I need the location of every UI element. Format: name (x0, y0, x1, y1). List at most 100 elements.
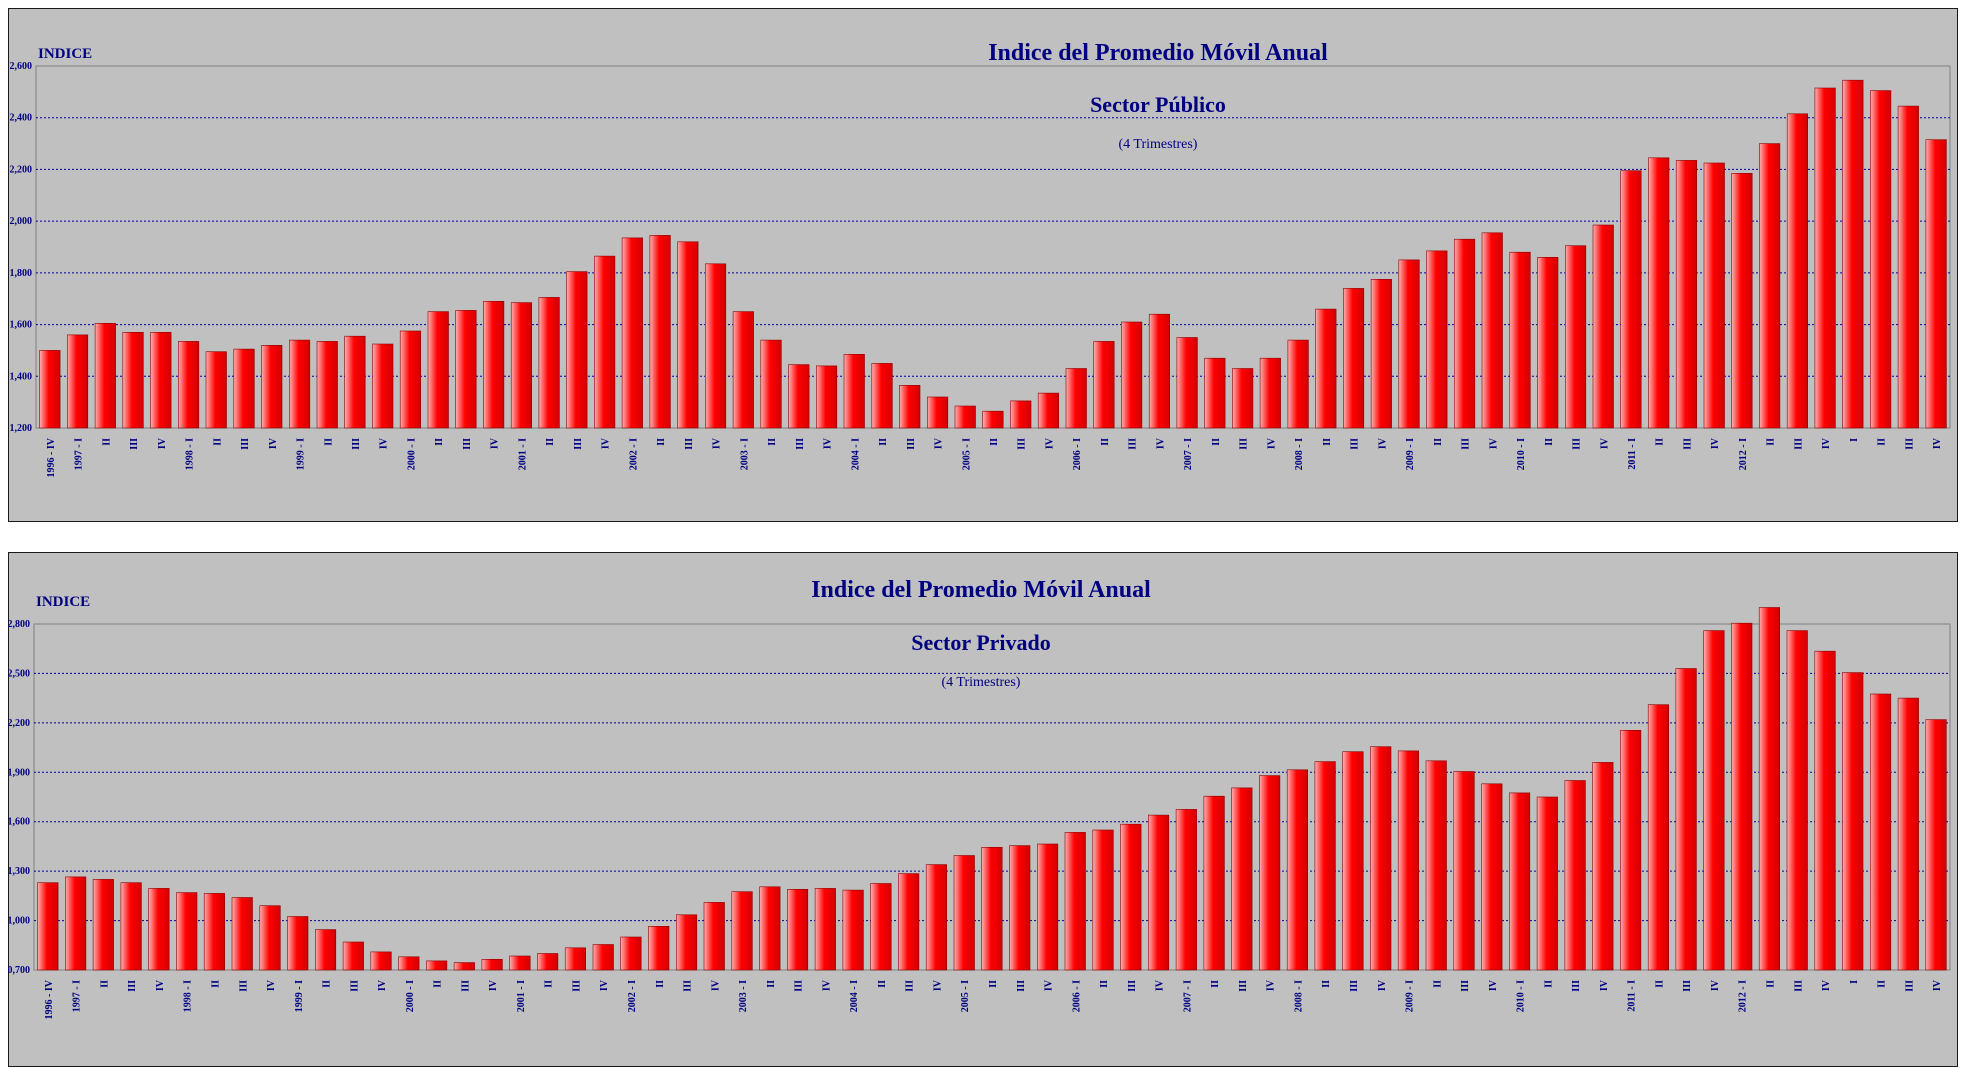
bar (399, 330, 422, 429)
bar (731, 891, 753, 971)
bar (1703, 630, 1725, 971)
bar (1759, 143, 1781, 429)
bar (1342, 751, 1364, 971)
x-tick-label: IV (1710, 437, 1721, 449)
x-tick-label: II (1322, 438, 1333, 446)
bar (1037, 843, 1059, 971)
bar (259, 905, 281, 971)
bar (1287, 339, 1309, 429)
bar (1204, 357, 1226, 429)
bar (150, 331, 172, 429)
x-tick-label: II (988, 980, 999, 988)
x-tick-label: IV (1821, 437, 1832, 449)
bar (620, 936, 642, 971)
bar (1842, 672, 1864, 971)
x-tick-label: IV (1155, 979, 1166, 991)
bar (39, 350, 61, 429)
bar (1620, 730, 1642, 971)
x-tick-label: II (655, 980, 666, 988)
x-tick-label: 2003 - I (738, 980, 749, 1012)
x-tick-label: IV (268, 437, 279, 449)
x-tick-label: IV (1599, 437, 1610, 449)
x-tick-label: IV (1044, 979, 1055, 991)
x-tick-label: II (1433, 438, 1444, 446)
x-tick-label: III (240, 438, 251, 450)
x-tick-label: III (129, 438, 140, 450)
bar (233, 348, 255, 429)
bar (1454, 238, 1476, 429)
bar (1675, 668, 1697, 971)
bar (453, 962, 475, 971)
bar (1148, 313, 1170, 429)
bar (510, 302, 533, 429)
bar (427, 311, 449, 429)
bar (538, 297, 560, 429)
bar (178, 341, 200, 429)
bar (1870, 693, 1892, 971)
x-tick-label: IV (488, 979, 499, 991)
bar (1675, 160, 1697, 429)
x-tick-label: II (1321, 980, 1332, 988)
bar (815, 365, 838, 429)
x-tick-label: III (351, 438, 362, 450)
bar (1731, 173, 1753, 429)
y-tick-label: 2,800 (8, 619, 30, 630)
x-tick-label: III (573, 438, 584, 450)
x-tick-label: II (1432, 980, 1443, 988)
bar (1009, 845, 1031, 971)
x-tick-label: 1996 - IV (46, 437, 57, 477)
x-tick-label: IV (1266, 437, 1277, 449)
x-tick-label: II (434, 438, 445, 446)
bar (759, 886, 781, 971)
x-tick-label: IV (1821, 979, 1832, 991)
bar (1093, 341, 1115, 429)
chart-svg-0: 1,200 1,400 1,600 1,800 2,000 2,200 2,400 2,600… (8, 8, 1958, 522)
bar (566, 271, 588, 429)
x-tick-label: I (1849, 980, 1860, 984)
x-tick-label: II (212, 438, 223, 446)
chart-subtitle: Sector Público (1090, 92, 1226, 117)
x-tick-label: 2000 - I (406, 438, 417, 470)
bar (1536, 796, 1558, 971)
bar (1786, 630, 1808, 971)
bar (1203, 795, 1225, 971)
x-tick-label: III (1128, 438, 1139, 450)
bar (203, 893, 225, 971)
x-tick-label: II (767, 438, 778, 446)
x-tick-label: 1998 - I (185, 438, 196, 470)
x-tick-label: II (433, 980, 444, 988)
x-tick-label: IV (1044, 437, 1055, 449)
bar (537, 953, 559, 971)
bar (1814, 650, 1836, 971)
bar (1232, 368, 1254, 429)
x-tick-label: 2009 - I (1405, 438, 1416, 470)
bar (287, 916, 309, 971)
bar (788, 364, 810, 429)
bar (675, 914, 698, 971)
x-tick-label: II (1877, 980, 1888, 988)
x-tick-label: 2012 - I (1738, 438, 1749, 470)
bar (1343, 288, 1365, 429)
bar (316, 341, 338, 429)
bar (925, 864, 948, 971)
bar (703, 902, 725, 971)
bar (65, 876, 87, 971)
x-tick-label: IV (377, 979, 388, 991)
x-tick-label: IV (379, 437, 390, 449)
chart-svg-1: 0,700 1,000 1,300 1,600 1,900 2,200 2,500 2,800… (8, 552, 1958, 1067)
chart-panel-sector-privado: 0,700 1,000 1,300 1,600 1,900 2,200 2,500 2,800… (8, 552, 1958, 1067)
x-tick-label: III (1016, 980, 1027, 992)
bar (1648, 157, 1670, 429)
x-tick-label: III (571, 980, 582, 992)
x-tick-label: IV (1266, 979, 1277, 991)
x-tick-label: 2002 - I (627, 980, 638, 1012)
x-tick-label: II (766, 980, 777, 988)
x-tick-label: I (1849, 438, 1860, 442)
bar (732, 311, 754, 429)
bar (1314, 761, 1336, 971)
x-tick-label: 2007 - I (1183, 438, 1194, 470)
x-tick-label: IV (934, 437, 945, 449)
x-tick-label: III (1682, 438, 1693, 450)
bar (954, 405, 976, 429)
y-tick-label: 1,200 (10, 423, 33, 434)
